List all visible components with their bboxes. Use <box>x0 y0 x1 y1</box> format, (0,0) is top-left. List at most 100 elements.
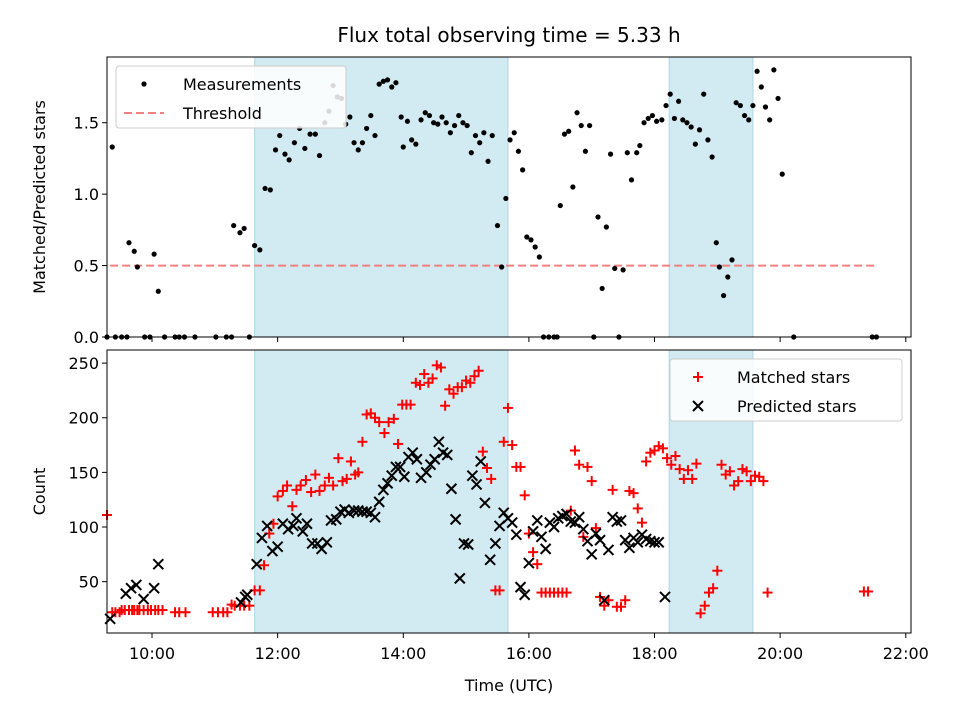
x-marker <box>125 582 137 594</box>
data-point <box>404 118 411 124</box>
data-point <box>641 120 647 126</box>
x-marker <box>386 469 398 482</box>
data-point <box>721 292 727 299</box>
x-marker <box>297 525 309 538</box>
data-point <box>528 237 534 243</box>
x-tick-label: 22:00 <box>883 644 929 663</box>
chart-title: Flux total observing time = 5.33 h <box>337 23 680 47</box>
x-marker <box>573 511 585 523</box>
data-point <box>126 240 132 246</box>
plus-marker <box>379 428 390 439</box>
legend: Matched stars Predicted stars <box>669 358 903 422</box>
data-point <box>376 81 382 87</box>
data-point <box>155 288 161 294</box>
y-tick-label: 0.5 <box>74 257 99 276</box>
plus-marker <box>599 600 610 611</box>
axes-frame <box>106 56 912 338</box>
plus-marker <box>586 476 597 487</box>
x-marker <box>632 536 644 549</box>
y-tick-label: 50 <box>79 573 99 592</box>
plus-marker <box>482 463 493 474</box>
data-point <box>607 151 614 157</box>
x-marker <box>577 523 590 535</box>
data-point <box>384 77 391 83</box>
legend-x-icon <box>692 400 704 412</box>
legend-box <box>669 358 903 422</box>
plus-marker <box>724 466 735 477</box>
plus-marker <box>620 595 631 606</box>
x-marker <box>256 532 268 544</box>
x-marker <box>531 514 543 527</box>
data-point <box>684 120 690 126</box>
legend-label: Measurements <box>183 75 301 94</box>
data-point <box>737 102 743 109</box>
y-tick-label: 1.5 <box>74 114 99 133</box>
x-marker <box>659 591 671 603</box>
plus-marker <box>314 485 325 496</box>
data-point <box>262 185 268 192</box>
data-point <box>729 257 735 263</box>
plus-marker <box>277 485 288 496</box>
plus-marker <box>473 365 484 376</box>
plus-marker <box>733 476 744 487</box>
data-point <box>566 128 572 134</box>
plus-marker <box>582 461 593 472</box>
data-point <box>587 122 593 129</box>
series-plus <box>102 360 874 619</box>
plus-marker <box>745 476 756 487</box>
x-axis-label: Time (UTC) <box>464 676 553 695</box>
data-point <box>413 141 419 147</box>
data-point <box>671 115 678 122</box>
x-marker <box>489 537 502 550</box>
x-marker <box>615 514 627 527</box>
x-tick-label: 16:00 <box>506 644 552 663</box>
data-point <box>507 137 513 143</box>
plus-marker <box>486 473 497 484</box>
data-point <box>291 140 297 146</box>
x-marker <box>479 497 491 509</box>
data-point <box>634 150 640 156</box>
data-point <box>561 131 568 137</box>
x-marker <box>130 579 143 591</box>
plus-marker <box>699 600 710 611</box>
data-point <box>237 230 243 236</box>
x-marker <box>535 531 548 543</box>
plus-marker <box>333 453 344 464</box>
x-tick-label: 20:00 <box>757 644 803 663</box>
data-point <box>451 122 458 129</box>
plus-marker <box>670 450 681 461</box>
plus-marker <box>448 388 459 399</box>
x-marker <box>548 521 560 533</box>
data-point <box>680 117 686 123</box>
plus-marker <box>502 402 513 413</box>
x-marker <box>261 520 273 532</box>
plus-marker <box>415 379 426 390</box>
data-point <box>578 122 584 129</box>
data-point <box>418 117 424 123</box>
data-point <box>231 222 237 229</box>
x-marker <box>445 483 458 495</box>
plus-marker <box>222 607 233 618</box>
x-marker <box>475 455 487 468</box>
data-point <box>649 112 656 119</box>
x-marker <box>484 554 496 566</box>
data-point <box>503 195 509 202</box>
data-point <box>435 121 441 127</box>
data-point <box>499 264 505 270</box>
data-point <box>696 127 703 133</box>
plus-marker <box>691 458 702 469</box>
legend-label: Predicted stars <box>737 397 857 416</box>
data-point <box>762 104 769 110</box>
x-marker <box>330 513 342 526</box>
data-point <box>520 167 526 173</box>
plus-marker <box>666 459 677 470</box>
data-point <box>758 84 764 90</box>
series-x <box>104 436 671 625</box>
x-marker <box>466 469 479 482</box>
plus-marker <box>435 362 446 373</box>
plus-marker <box>716 459 727 470</box>
data-point <box>380 78 386 84</box>
y-tick-label: 200 <box>68 409 99 428</box>
data-point <box>746 117 752 123</box>
